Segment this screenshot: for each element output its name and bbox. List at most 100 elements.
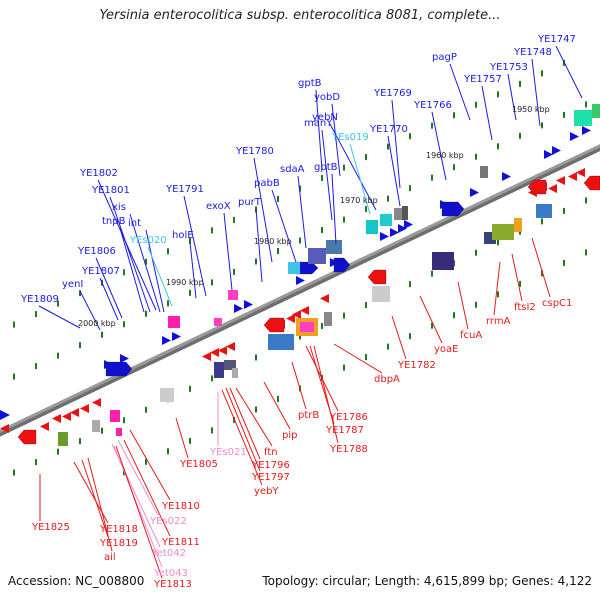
forward-gene-arrow <box>404 220 413 229</box>
forward-leader-line <box>391 99 401 189</box>
reverse-leader-line <box>129 429 171 501</box>
forward-leader-line <box>331 173 337 245</box>
forward-gene-arrow <box>120 354 129 363</box>
forward-gene-label: YE1802 <box>79 168 118 179</box>
forward-gene-label: YE1747 <box>537 34 576 45</box>
forward-gene-label: YE1769 <box>373 88 412 99</box>
reverse-gene-arrow <box>226 342 235 351</box>
reverse-gene-label: ptrB <box>298 410 319 421</box>
forward-gene-label: int <box>128 218 141 229</box>
reverse-leader-line <box>115 445 163 579</box>
forward-leader-line <box>97 179 157 311</box>
reverse-gene-label: YEs022 <box>149 516 187 527</box>
reverse-gene-arrow <box>320 294 329 303</box>
reverse-gene-block <box>527 179 547 195</box>
forward-gene-label: pabB <box>254 178 280 189</box>
reverse-gene-label: YE1819 <box>99 538 138 549</box>
forward-leader-line <box>321 129 333 221</box>
forward-leader-line <box>95 257 123 319</box>
reverse-rna-block <box>432 252 454 270</box>
forward-gene-arrow <box>570 132 579 141</box>
forward-leader-line <box>481 85 493 141</box>
reverse-gene-label: YE1797 <box>251 472 290 483</box>
forward-gene-arrow <box>502 172 511 181</box>
forward-gene-label: yenI <box>62 279 83 290</box>
reverse-gene-label: YE1786 <box>329 412 368 423</box>
forward-leader-line <box>331 103 341 177</box>
kbp-tick-1970: 1970 kbp <box>340 196 378 205</box>
reverse-gene-label: YE1787 <box>325 425 364 436</box>
reverse-leader-line <box>531 237 551 298</box>
forward-leader-line <box>315 89 323 171</box>
reverse-rna-block <box>232 368 238 378</box>
genome-backbone <box>0 144 600 437</box>
leader-layer <box>38 45 583 579</box>
forward-leader-line <box>431 111 447 181</box>
forward-leader-line <box>449 63 471 121</box>
forward-gene-label: purT <box>238 197 262 208</box>
reverse-rna-block <box>116 428 122 436</box>
reverse-gene-arrow <box>292 310 301 319</box>
forward-gene-arrow <box>390 228 399 237</box>
forward-gene-label: holE <box>172 230 194 241</box>
reverse-gene-block <box>263 317 285 333</box>
reverse-gene-arrow <box>52 414 61 423</box>
forward-leader-line <box>329 123 377 211</box>
forward-leader-line <box>349 143 371 215</box>
reverse-gene-label: ftn <box>264 447 278 458</box>
forward-leader-line <box>297 175 307 249</box>
reverse-gene-arrow <box>218 346 227 355</box>
forward-leader-line <box>119 227 145 313</box>
reverse-gene-arrow <box>300 306 309 315</box>
reverse-gene-arrow <box>92 398 101 407</box>
reverse-gene-arrow <box>202 352 211 361</box>
reverse-gene-label: YEs021 <box>209 447 247 458</box>
forward-gene-arrow <box>296 276 305 285</box>
reverse-gene-label: rrmA <box>486 316 511 327</box>
forward-leader-line <box>99 277 119 321</box>
reverse-gene-label: ftsI2 <box>514 302 536 313</box>
forward-gene-label: YE1757 <box>463 74 502 85</box>
accession-text: Accession: NC_008800 <box>8 574 145 588</box>
forward-gene-label: yobD <box>314 92 340 103</box>
forward-gene-label: YE1748 <box>513 47 552 58</box>
reverse-rna-block <box>536 204 552 218</box>
reverse-gene-label: ail <box>104 552 116 563</box>
forward-leader-line <box>531 58 541 127</box>
forward-rna-block <box>402 206 408 220</box>
forward-leader-line <box>38 305 81 329</box>
reverse-leader-line <box>511 253 523 302</box>
reverse-rna-block <box>224 360 236 370</box>
genome-summary-text: Topology: circular; Length: 4,615,899 bp… <box>262 574 592 588</box>
forward-rna-block <box>574 110 592 126</box>
reverse-gene-label: Yet042 <box>151 548 186 559</box>
forward-gene-arrow <box>380 232 389 241</box>
reverse-gene-arrow <box>40 422 49 431</box>
forward-leader-line <box>253 157 273 263</box>
reverse-gene-arrow <box>576 168 585 177</box>
reverse-gene-label: YE1796 <box>251 460 290 471</box>
reverse-gene-arrow <box>556 176 565 185</box>
reverse-gene-label: YE1818 <box>99 524 138 535</box>
forward-gene-label: YE1753 <box>489 62 528 73</box>
reverse-rna-block <box>492 224 514 240</box>
forward-gene-arrow <box>0 410 10 420</box>
forward-gene-label: YE1809 <box>20 294 59 305</box>
reverse-leader-line <box>225 387 261 472</box>
kbp-tick-1950: 1950 kbp <box>512 105 550 114</box>
forward-leader-line <box>145 229 165 313</box>
forward-gene-label: YE1791 <box>165 184 204 195</box>
reverse-leader-line <box>175 417 189 459</box>
kbp-tick-2000: 2000 kbp <box>78 319 116 328</box>
forward-gene-arrow <box>582 126 591 135</box>
forward-gene-arrow <box>244 300 253 309</box>
forward-gene-block <box>105 361 133 377</box>
forward-rna-block <box>288 262 300 274</box>
reverse-gene-block <box>583 175 600 191</box>
kbp-tick-1960: 1960 kbp <box>426 151 464 160</box>
reverse-gene-arrow <box>80 404 89 413</box>
forward-leader-line <box>387 135 401 207</box>
feature-layer <box>0 104 600 446</box>
forward-rna-block <box>308 248 326 264</box>
